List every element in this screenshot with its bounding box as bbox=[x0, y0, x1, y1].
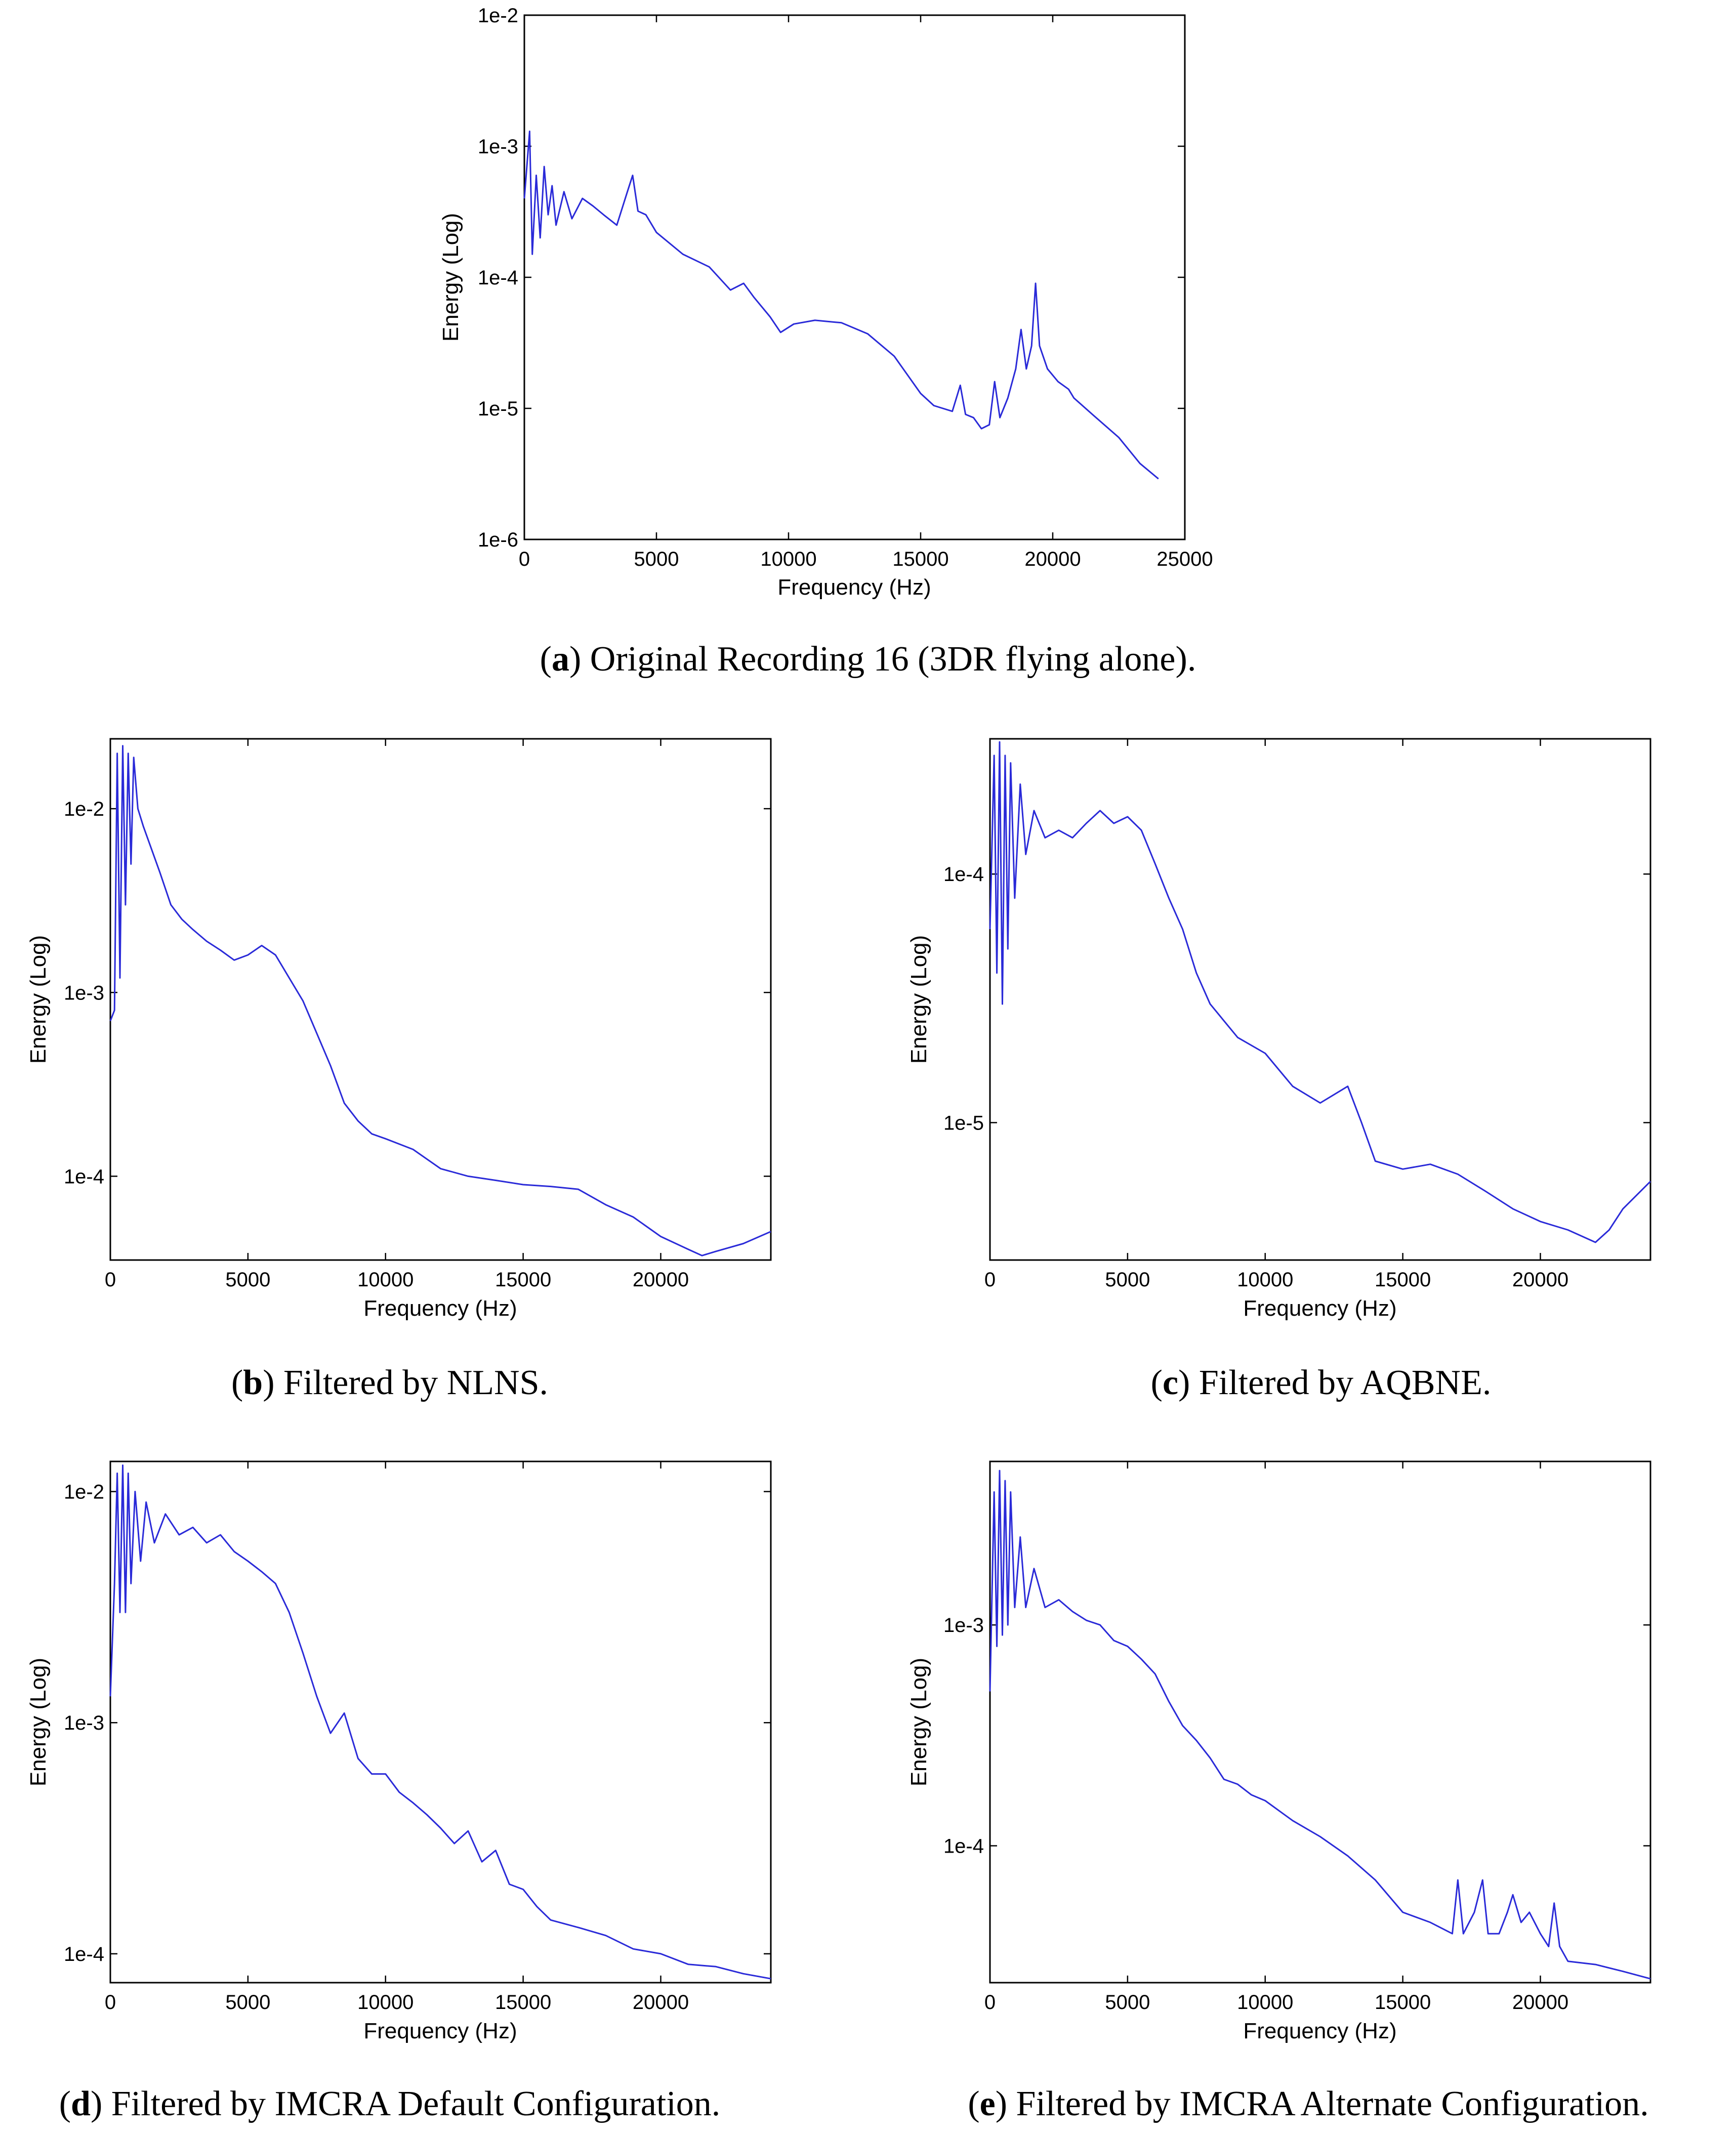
y-axis-label: Energy (Log) bbox=[26, 1658, 51, 1786]
y-tick-label: 1e-3 bbox=[478, 136, 518, 158]
caption-letter: a bbox=[552, 640, 569, 679]
x-tick-label: 10000 bbox=[760, 548, 816, 570]
tick-marks bbox=[989, 739, 1650, 1260]
y-axis-label: Energy (Log) bbox=[906, 1658, 931, 1786]
energy-line bbox=[109, 745, 771, 1256]
caption: (e) Filtered by IMCRA Alternate Configur… bbox=[968, 2084, 1648, 2123]
y-tick-label: 1e-5 bbox=[943, 1112, 984, 1134]
x-tick-labels: 0 5000 10000 15000 20000 bbox=[105, 1269, 689, 1291]
y-axis-label: Energy (Log) bbox=[438, 213, 463, 342]
x-axis-label: Frequency (Hz) bbox=[363, 2019, 517, 2043]
x-axis-label: Frequency (Hz) bbox=[777, 575, 931, 600]
x-tick-label: 20000 bbox=[1512, 1269, 1568, 1291]
y-tick-labels: 1e-6 1e-5 1e-4 1e-3 1e-2 bbox=[478, 5, 518, 551]
x-tick-label: 25000 bbox=[1156, 548, 1213, 570]
caption: (d) Filtered by IMCRA Default Configurat… bbox=[59, 2084, 721, 2123]
caption-text: ) Filtered by AQBNE. bbox=[1178, 1363, 1491, 1402]
x-tick-label: 10000 bbox=[1237, 1991, 1293, 2014]
plot-frame bbox=[109, 1460, 772, 1984]
x-tick-label: 5000 bbox=[225, 1269, 270, 1291]
tick-marks bbox=[989, 1461, 1650, 1983]
x-tick-label: 5000 bbox=[1105, 1991, 1150, 2014]
y-tick-labels: 1e-4 1e-3 bbox=[943, 1614, 984, 1857]
plot-frame bbox=[989, 738, 1651, 1261]
caption: (c) Filtered by AQBNE. bbox=[1151, 1363, 1492, 1402]
y-tick-label: 1e-3 bbox=[943, 1614, 984, 1637]
x-axis-label: Frequency (Hz) bbox=[363, 1296, 517, 1321]
y-tick-label: 1e-4 bbox=[64, 1943, 104, 1965]
x-tick-label: 0 bbox=[105, 1269, 116, 1291]
y-tick-labels: 1e-5 1e-4 bbox=[943, 863, 984, 1134]
x-tick-label: 10000 bbox=[1237, 1269, 1293, 1291]
caption: (a) Original Recording 16 (3DR flying al… bbox=[540, 640, 1196, 679]
x-axis-label: Frequency (Hz) bbox=[1243, 2019, 1396, 2043]
x-tick-label: 20000 bbox=[1024, 548, 1081, 570]
x-tick-label: 0 bbox=[984, 1269, 996, 1291]
x-tick-label: 15000 bbox=[892, 548, 948, 570]
y-axis-label: Energy (Log) bbox=[906, 935, 931, 1064]
x-tick-labels: 0 5000 10000 15000 20000 25000 bbox=[519, 548, 1213, 570]
x-axis-label: Frequency (Hz) bbox=[1243, 1296, 1396, 1321]
y-tick-label: 1e-6 bbox=[478, 529, 518, 551]
x-tick-label: 20000 bbox=[633, 1269, 689, 1291]
caption-text: ) Filtered by NLNS. bbox=[263, 1363, 548, 1402]
panel-a: 0 5000 10000 15000 20000 25000 1e-61e-51e-41e… bbox=[438, 5, 1213, 679]
y-tick-label: 1e-4 bbox=[943, 863, 984, 886]
x-tick-label: 15000 bbox=[495, 1991, 551, 2014]
x-tick-labels: 0 5000 10000 15000 20000 bbox=[984, 1269, 1568, 1291]
y-tick-label: 1e-4 bbox=[64, 1165, 104, 1188]
x-tick-label: 15000 bbox=[495, 1269, 551, 1291]
caption-text: ) Filtered by IMCRA Default Configuratio… bbox=[91, 2084, 720, 2123]
caption-text: ) Filtered by IMCRA Alternate Configurat… bbox=[996, 2084, 1649, 2123]
panel-d: 0 5000 10000 15000 20000 1e-4 1e-3 1e-2 Freque… bbox=[26, 1460, 772, 2123]
energy-line bbox=[989, 1470, 1651, 1980]
y-tick-label: 1e-3 bbox=[64, 982, 104, 1004]
y-tick-label: 1e-2 bbox=[64, 1481, 104, 1503]
tick-marks bbox=[523, 14, 1186, 540]
caption-text: ) Original Recording 16 (3DR flying alon… bbox=[569, 640, 1196, 679]
x-tick-labels: 0 5000 10000 15000 20000 bbox=[984, 1991, 1568, 2014]
caption-letter: b bbox=[243, 1363, 263, 1402]
tick-marks bbox=[109, 739, 771, 1260]
y-tick-label: 1e-4 bbox=[943, 1835, 984, 1858]
tick-marks bbox=[109, 1461, 771, 1983]
panel-e: 0 5000 10000 15000 20000 1e-4 1e-3 Frequency … bbox=[906, 1460, 1651, 2123]
caption-letter: e bbox=[980, 2084, 996, 2123]
y-tick-label: 1e-4 bbox=[478, 267, 518, 289]
x-tick-label: 5000 bbox=[1105, 1269, 1150, 1291]
caption-letter: c bbox=[1163, 1363, 1178, 1402]
panel-b: 0 5000 10000 15000 20000 1e-4 1e-3 1e-2 Freque… bbox=[26, 738, 772, 1402]
x-tick-labels: 0 5000 10000 15000 20000 bbox=[105, 1991, 689, 2014]
plot-frame bbox=[989, 1460, 1651, 1984]
plot-frame bbox=[109, 738, 772, 1261]
caption-letter: d bbox=[71, 2084, 91, 2123]
caption: (b) Filtered by NLNS. bbox=[231, 1363, 548, 1402]
y-tick-labels: 1e-4 1e-3 1e-2 bbox=[64, 798, 104, 1188]
y-tick-label: 1e-5 bbox=[478, 398, 518, 420]
x-tick-label: 20000 bbox=[633, 1991, 689, 2014]
plot-frame bbox=[523, 14, 1186, 540]
y-tick-labels: 1e-4 1e-3 1e-2 bbox=[64, 1481, 104, 1965]
x-tick-label: 10000 bbox=[357, 1269, 414, 1291]
x-tick-label: 20000 bbox=[1512, 1991, 1568, 2014]
x-tick-label: 15000 bbox=[1375, 1269, 1431, 1291]
x-tick-label: 5000 bbox=[634, 548, 679, 570]
energy-line bbox=[523, 131, 1159, 480]
y-tick-label: 1e-2 bbox=[64, 798, 104, 820]
y-axis-label: Energy (Log) bbox=[26, 935, 51, 1064]
energy-line bbox=[989, 741, 1651, 1243]
x-tick-label: 0 bbox=[519, 548, 530, 570]
x-tick-label: 0 bbox=[105, 1991, 116, 2014]
x-tick-label: 10000 bbox=[357, 1991, 414, 2014]
x-tick-label: 0 bbox=[984, 1991, 996, 2014]
x-tick-label: 5000 bbox=[225, 1991, 270, 2014]
y-tick-label: 1e-2 bbox=[478, 5, 518, 27]
panel-c: 0 5000 10000 15000 20000 1e-5 1e-4 Frequency … bbox=[906, 738, 1651, 1402]
y-tick-label: 1e-3 bbox=[64, 1712, 104, 1734]
energy-line bbox=[109, 1464, 771, 1980]
x-tick-label: 15000 bbox=[1375, 1991, 1431, 2014]
